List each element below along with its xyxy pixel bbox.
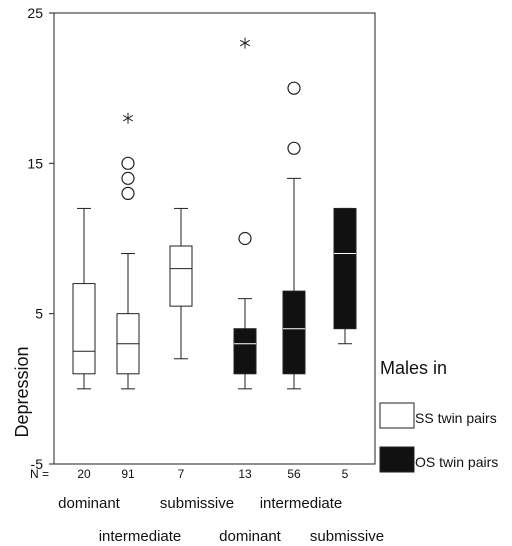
extreme-0 — [239, 37, 251, 49]
category-label-bottom-1: dominant — [219, 528, 282, 545]
legend: Males in SS twin pairs OS twin pairs — [379, 358, 498, 473]
box-2 — [116, 112, 140, 390]
outlier-0 — [287, 141, 301, 155]
y-tick-label-2: 15 — [27, 155, 43, 171]
y-tick-label-3: 25 — [27, 5, 43, 21]
category-label-top-2: intermediate — [260, 495, 343, 512]
box-body — [169, 245, 193, 307]
n-label-2: 91 — [121, 467, 135, 481]
outlier-1 — [287, 81, 301, 95]
y-axis-title: Depression — [12, 346, 32, 437]
box-5 — [282, 81, 306, 390]
legend-label-0: SS twin pairs — [415, 410, 497, 426]
asterisk-stroke — [122, 115, 134, 122]
n-labels: N = 20 91 7 13 56 5 — [30, 467, 349, 481]
box-body — [233, 328, 257, 375]
n-label-5: 56 — [287, 467, 301, 481]
category-labels: dominant submissive intermediate intermedia… — [58, 495, 384, 545]
outlier-0 — [121, 186, 135, 200]
asterisk-stroke — [239, 39, 251, 47]
n-label-3: 7 — [178, 467, 185, 481]
n-label-1: 20 — [77, 467, 91, 481]
legend-label-1: OS twin pairs — [415, 454, 498, 470]
category-label-bottom-2: submissive — [310, 528, 384, 545]
category-label-top-1: submissive — [160, 495, 234, 512]
outlier-1 — [121, 171, 135, 185]
legend-swatch-0 — [379, 402, 415, 429]
category-label-top-0: dominant — [58, 495, 121, 512]
legend-swatch-1 — [379, 446, 415, 473]
box-1 — [72, 207, 96, 390]
n-label-6: 5 — [342, 467, 349, 481]
legend-title: Males in — [380, 358, 447, 378]
box-group — [72, 37, 357, 390]
y-axis: -5 5 15 25 — [27, 5, 54, 472]
category-label-bottom-0: intermediate — [99, 528, 182, 545]
box-3 — [169, 207, 193, 360]
box-body — [72, 283, 96, 375]
box-body — [333, 207, 357, 330]
outlier-2 — [121, 156, 135, 170]
box-body — [282, 290, 306, 375]
n-label-4: 13 — [238, 467, 252, 481]
outlier-0 — [238, 231, 252, 246]
extreme-0 — [122, 112, 134, 124]
n-prefix-label: N = — [30, 467, 49, 481]
y-tick-label-0: -5 — [31, 456, 44, 472]
box-4 — [233, 37, 257, 390]
y-tick-label-1: 5 — [35, 306, 43, 322]
plot-frame — [53, 12, 376, 465]
box-6 — [333, 207, 357, 345]
